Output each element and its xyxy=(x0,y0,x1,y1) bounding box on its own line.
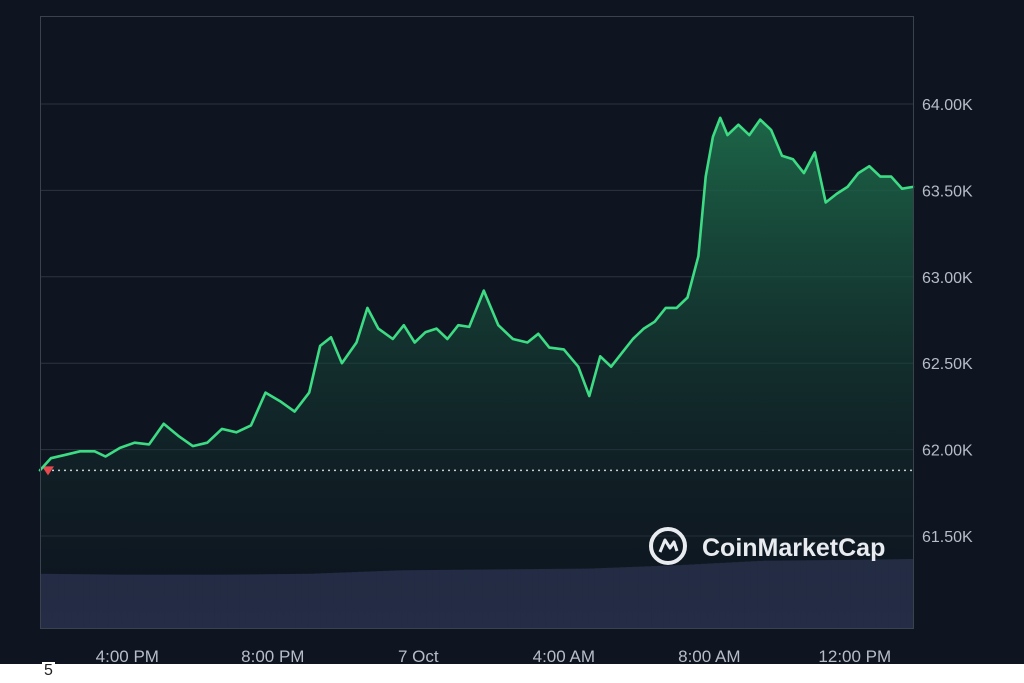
y-tick-label: 62.50K xyxy=(922,356,973,373)
plot-frame xyxy=(40,16,914,629)
x-tick-label: 7 Oct xyxy=(398,647,439,664)
coinmarketcap-logo-icon xyxy=(649,527,687,565)
y-tick-label: 62.00K xyxy=(922,443,973,460)
watermark-text: CoinMarketCap xyxy=(702,534,885,562)
y-tick-label: 61.50K xyxy=(922,529,973,546)
y-axis-labels: 64.00K 63.50K 63.00K 62.50K 62.00K 61.50K xyxy=(922,97,973,546)
price-line xyxy=(38,116,915,472)
price-area xyxy=(40,117,913,629)
x-tick-label: 8:00 AM xyxy=(678,647,740,664)
price-area-fill xyxy=(40,117,913,629)
price-series-line xyxy=(38,116,915,472)
x-axis-labels: 4:00 PM 8:00 PM 7 Oct 4:00 AM 8:00 AM 12:00 P… xyxy=(96,647,892,664)
x-tick-label: 12:00 PM xyxy=(818,647,891,664)
reference-line xyxy=(42,466,913,476)
coinmarketcap-watermark: CoinMarketCap xyxy=(649,527,885,565)
reference-marker-icon xyxy=(42,466,54,476)
y-tick-label: 63.00K xyxy=(922,270,973,287)
x-tick-label: 8:00 PM xyxy=(241,647,304,664)
x-tick-label: 4:00 AM xyxy=(533,647,595,664)
y-tick-label: 63.50K xyxy=(922,183,973,200)
y-tick-label: 64.00K xyxy=(922,97,973,114)
bottom-strip xyxy=(0,664,1024,683)
corner-note: 5 xyxy=(42,662,55,680)
price-chart[interactable]: 64.00K 63.50K 63.00K 62.50K 62.00K 61.50K 4:0… xyxy=(0,0,1024,664)
x-tick-label: 4:00 PM xyxy=(96,647,159,664)
